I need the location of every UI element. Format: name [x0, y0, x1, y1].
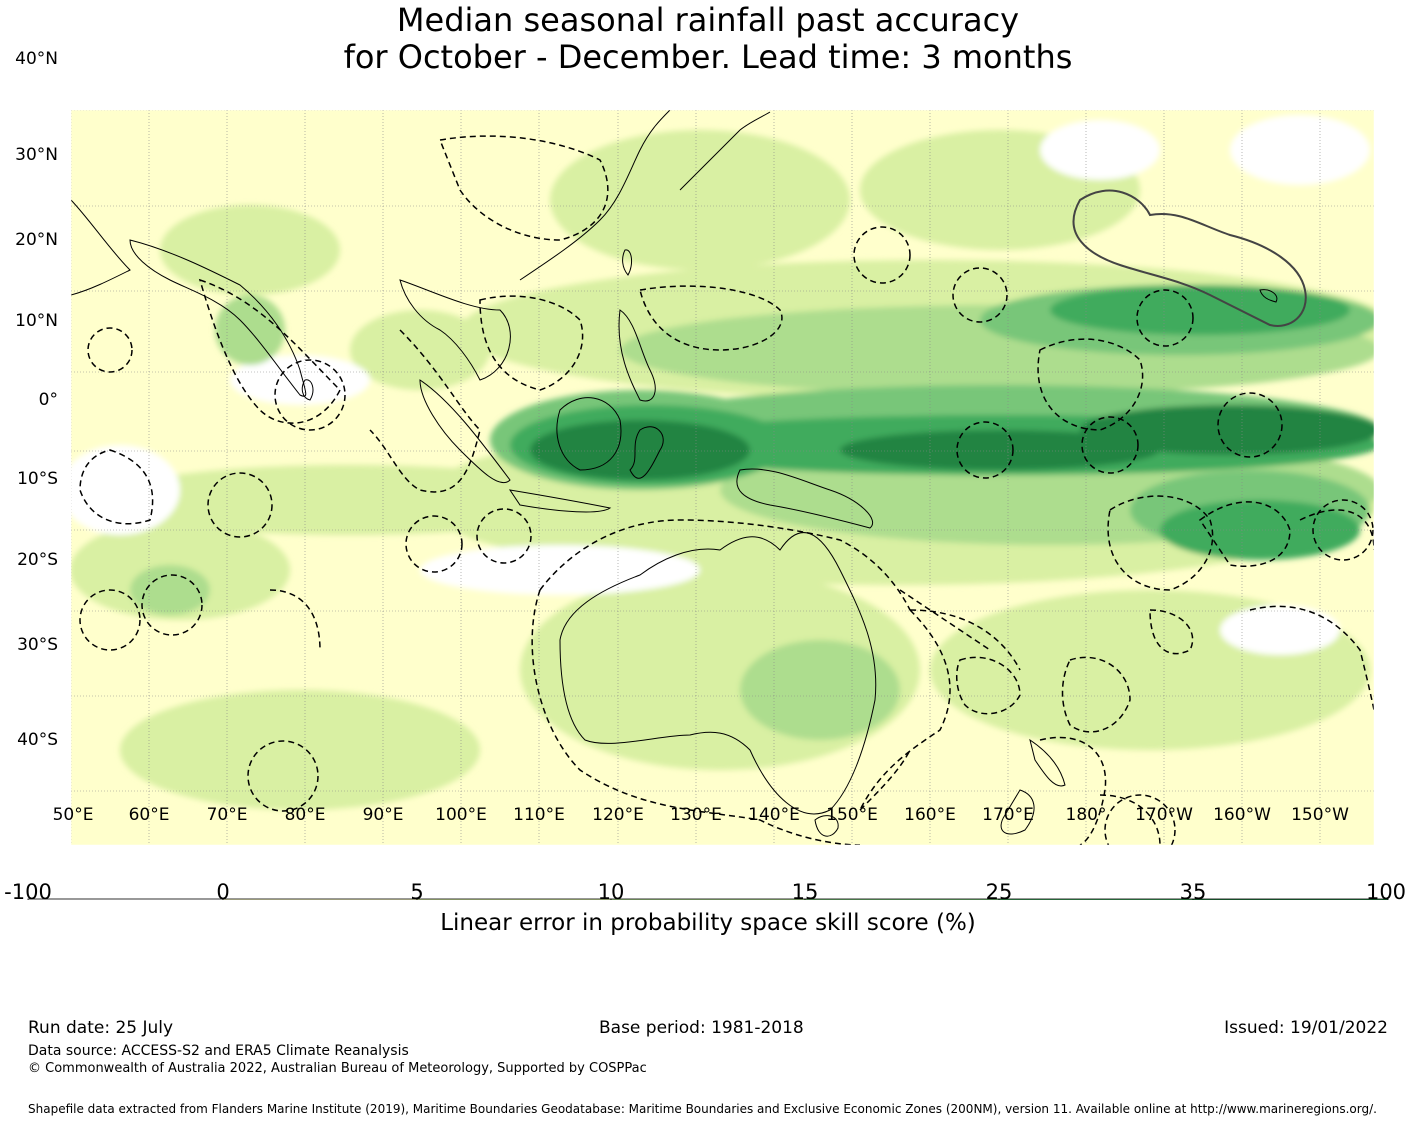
lon-label: 170°W — [1135, 805, 1193, 825]
colorbar-segment-4 — [804, 898, 1000, 900]
sulawesi-coast — [629, 426, 664, 479]
chart-title-line1: Median seasonal rainfall past accuracy — [396, 1, 1020, 39]
tasmania-coast — [814, 815, 839, 837]
skill-field — [71, 115, 1374, 810]
lat-label: 40°N — [15, 49, 58, 69]
colorbar-tick: 35 — [1179, 880, 1207, 904]
hawaii-outline — [1072, 189, 1307, 327]
colorbar — [27, 898, 1389, 900]
copyright: © Commonwealth of Australia 2022, Austra… — [28, 1061, 647, 1076]
colorbar-segment-0 — [27, 898, 224, 900]
philippines-coast — [618, 309, 656, 402]
lat-label: 20°N — [15, 230, 58, 250]
lon-label: 60°E — [128, 805, 170, 825]
india-coast — [129, 239, 307, 397]
lon-label: 90°E — [362, 805, 404, 825]
new-guinea-coast — [736, 468, 873, 529]
lon-label: 70°E — [206, 805, 248, 825]
colorbar-label: Linear error in probability space skill … — [440, 910, 976, 936]
colorbar-segment-1 — [222, 898, 418, 900]
colorbar-segment-5 — [998, 898, 1194, 900]
lon-label: 170°E — [982, 805, 1034, 825]
lon-label: 150°E — [826, 805, 878, 825]
colorbar-tick: 5 — [410, 880, 424, 904]
lon-label: 120°E — [592, 805, 644, 825]
colorbar-tick: 0 — [216, 880, 230, 904]
colorbar-tick: -100 — [4, 880, 52, 904]
colorbar-segment-6 — [1192, 898, 1389, 900]
shapefile-credit: Shapefile data extracted from Flanders M… — [28, 1102, 1377, 1116]
lat-label: 0° — [38, 390, 58, 410]
taiwan-coast — [622, 249, 633, 276]
lon-label: 110°E — [513, 805, 565, 825]
skill-map — [27, 109, 1389, 900]
new-zealand-north — [1029, 738, 1066, 787]
hawaii — [1259, 289, 1278, 303]
colorbar-tick: 100 — [1365, 880, 1407, 904]
lon-label: 100°E — [435, 805, 487, 825]
graticule — [71, 110, 1374, 845]
new-zealand-south — [1000, 789, 1035, 835]
lat-label: 10°S — [17, 469, 58, 489]
data-source: Data source: ACCESS-S2 and ERA5 Climate … — [28, 1043, 409, 1059]
coastlines — [71, 110, 1278, 837]
lat-label: 10°N — [15, 311, 58, 331]
indochina-coast — [399, 279, 511, 381]
colorbar-tick: 10 — [597, 880, 625, 904]
arabia-coast — [71, 199, 131, 296]
borneo-coast — [556, 397, 622, 471]
java-coast — [508, 489, 612, 513]
lon-label: 130°E — [670, 805, 722, 825]
japan-coast — [679, 111, 771, 191]
lat-label: 30°S — [17, 635, 58, 655]
base-period: Base period: 1981-2018 — [599, 1018, 804, 1038]
colorbar-segment-2 — [416, 898, 612, 900]
lon-label: 160°E — [904, 805, 956, 825]
colorbar-tick: 25 — [985, 880, 1013, 904]
lat-label: 20°S — [17, 550, 58, 570]
lon-label: 160°W — [1213, 805, 1271, 825]
sumatra-coast — [419, 379, 511, 484]
lon-label: 50°E — [52, 805, 94, 825]
lon-label: 150°W — [1291, 805, 1349, 825]
lon-label: 180° — [1065, 805, 1107, 825]
australia-coast — [559, 532, 877, 815]
colorbar-segment-3 — [610, 898, 806, 900]
lat-label: 40°S — [17, 730, 58, 750]
chart-title-line2: for October - December. Lead time: 3 mon… — [343, 38, 1073, 76]
eez-boundaries — [79, 135, 1374, 845]
lon-label: 140°E — [748, 805, 800, 825]
china-coast — [519, 110, 671, 281]
sri-lanka-coast — [301, 379, 314, 401]
run-date: Run date: 25 July — [28, 1018, 174, 1038]
issued-date: Issued: 19/01/2022 — [1224, 1018, 1388, 1038]
lat-label: 30°N — [15, 145, 58, 165]
colorbar-tick: 15 — [791, 880, 819, 904]
lon-label: 80°E — [284, 805, 326, 825]
